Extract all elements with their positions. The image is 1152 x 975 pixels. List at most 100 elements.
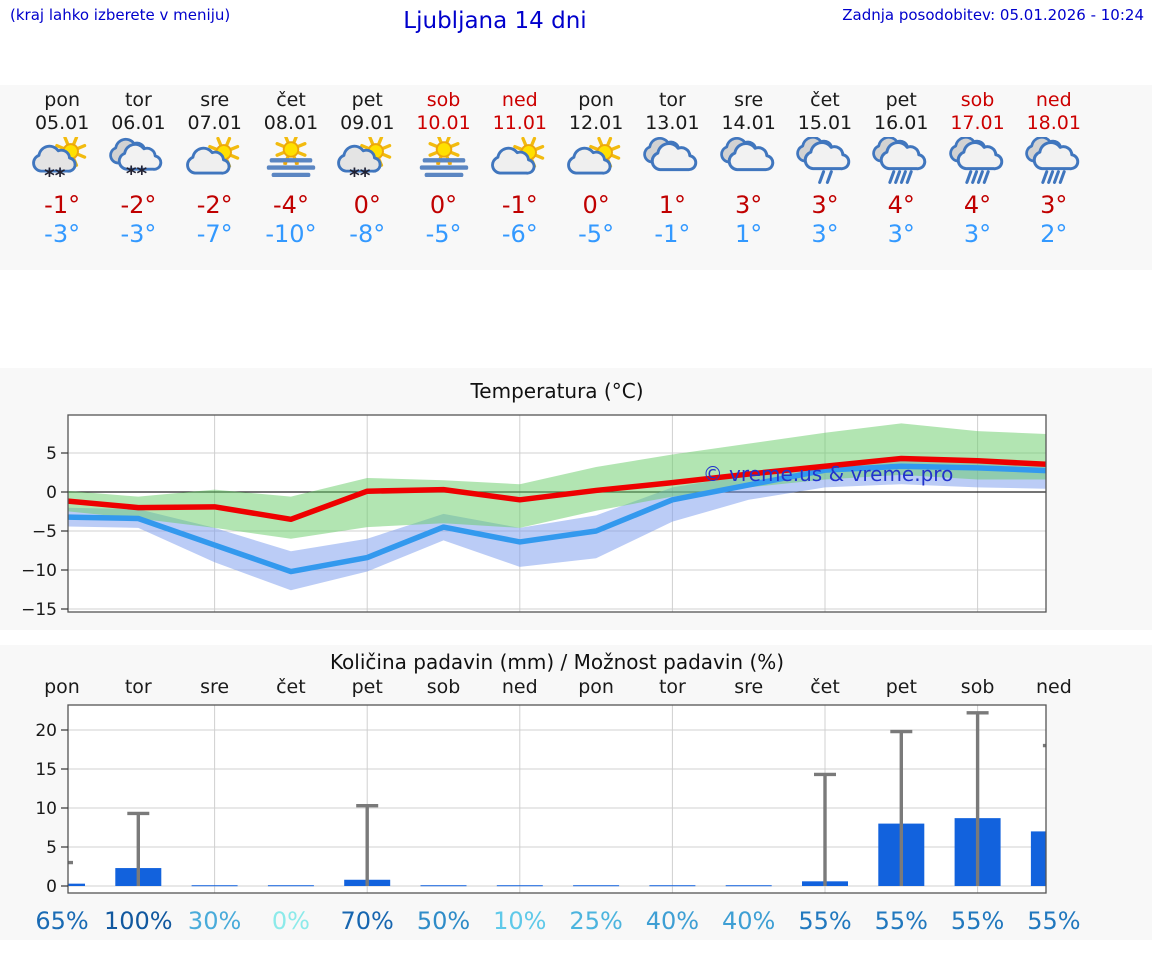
- day-date: 06.01: [111, 112, 166, 134]
- y-tick-label: 0: [46, 483, 57, 503]
- precip-percent-label: 25%: [569, 907, 622, 935]
- day-date: 15.01: [797, 112, 853, 134]
- precip-percent-label: 30%: [188, 907, 241, 935]
- day-date: 11.01: [492, 112, 548, 134]
- day-date: 05.01: [34, 112, 90, 134]
- temp-high: 4°: [963, 191, 992, 219]
- temp-low: -10°: [265, 220, 317, 248]
- precip-percent-label: 100%: [104, 907, 173, 935]
- sun-cloud-icon: [184, 136, 246, 189]
- temp-low: 3°: [811, 220, 839, 248]
- y-tick-label: −10: [21, 561, 57, 581]
- precip-percent-label: 40%: [646, 907, 699, 935]
- chart-title: Količina padavin (mm) / Možnost padavin …: [330, 650, 784, 674]
- precip-percent-label: 10%: [493, 907, 546, 935]
- day-label: tor: [125, 676, 152, 698]
- day-column: sob 17.01 4° 3°: [939, 85, 1015, 270]
- temp-low: -8°: [349, 220, 386, 248]
- temp-low: 2°: [1040, 220, 1068, 248]
- day-name: pon: [578, 89, 614, 111]
- sun-cloud-snow-icon: * *: [31, 135, 93, 189]
- precip-bar: [420, 885, 467, 887]
- temp-low: 1°: [735, 220, 763, 248]
- temp-high: -4°: [273, 191, 309, 219]
- day-date: 07.01: [187, 112, 242, 134]
- sun-cloud-snow-icon: * *: [336, 135, 398, 189]
- temp-low: -6°: [501, 220, 538, 248]
- temp-high: 4°: [887, 191, 915, 219]
- location-menu-hint: (kraj lahko izberete v meniju): [10, 6, 231, 24]
- precip-bar: [573, 885, 620, 887]
- precip-percent-label: 40%: [722, 907, 775, 935]
- temp-high: 0°: [429, 191, 458, 219]
- temp-low: -5°: [578, 220, 615, 248]
- day-column: ned 11.01 -1° -6°: [482, 85, 558, 270]
- day-name: sre: [734, 89, 764, 111]
- forecast-strip: pon 05.01 * * -1° -3° tor 06.01 * * -2° -3° sre 07.01…: [0, 85, 1152, 270]
- min-temperature-line: [68, 463, 1046, 575]
- temperature-chart: 5 0 −5 −10 −15 Temperatura (°C) © vreme.us & v…: [0, 368, 1152, 630]
- temp-low: -5°: [425, 220, 462, 248]
- precip-percent-label: 50%: [417, 907, 470, 935]
- day-label: ned: [1036, 676, 1072, 698]
- precipitation-chart: Količina padavin (mm) / Možnost padavin …: [0, 645, 1152, 940]
- min-range-band: [68, 457, 1046, 591]
- max-temperature-line: [68, 455, 1046, 523]
- temp-low: -3°: [120, 220, 157, 248]
- temp-high: -2°: [120, 191, 157, 219]
- precip-bar: [267, 885, 314, 887]
- temp-low: 3°: [963, 220, 992, 248]
- temp-high: -1°: [44, 191, 81, 219]
- y-tick-label: −5: [32, 522, 57, 542]
- day-column: ned 18.01 3° 2°: [1016, 85, 1092, 270]
- day-date: 18.01: [1026, 112, 1081, 134]
- day-column: sre 07.01 -2° -7°: [177, 85, 253, 270]
- temperature-chart-svg: 5 0 −5 −10 −15 Temperatura (°C) © vreme.us & v…: [21, 379, 1047, 620]
- day-name: tor: [658, 89, 686, 111]
- precip-percent-label: 65%: [35, 907, 88, 935]
- day-column: pon 05.01 * * -1° -3°: [24, 85, 100, 270]
- day-name: pet: [885, 89, 917, 111]
- plot-border: [67, 414, 1047, 613]
- day-label: sob: [427, 676, 461, 698]
- cloud-icon: [641, 136, 703, 189]
- y-tick-label: 0: [46, 877, 57, 897]
- day-name: sob: [426, 89, 461, 111]
- precip-percent-label: 55%: [951, 907, 1004, 935]
- temp-high: 0°: [353, 191, 381, 219]
- precipitation-chart-svg: Količina padavin (mm) / Možnost padavin …: [35, 650, 1080, 935]
- y-tick-label: 20: [35, 721, 57, 741]
- day-column: tor 13.01 1° -1°: [634, 85, 710, 270]
- day-label: pet: [352, 676, 383, 698]
- day-date: 10.01: [416, 112, 471, 134]
- day-label: čet: [810, 676, 840, 698]
- day-label: čet: [276, 676, 306, 698]
- temp-low: -7°: [196, 220, 233, 248]
- svg-text:*: *: [55, 163, 66, 187]
- day-label: ned: [502, 676, 538, 698]
- day-name: ned: [1035, 89, 1072, 111]
- day-label: sre: [734, 676, 763, 698]
- precip-percent-label: 55%: [798, 907, 851, 935]
- temp-high: 3°: [735, 191, 763, 219]
- temp-high: 0°: [582, 191, 610, 219]
- cloud-rain-icon: [870, 135, 932, 189]
- cloud-snow-icon: * *: [107, 137, 169, 189]
- precip-bar: [725, 885, 772, 887]
- day-name: čet: [810, 89, 840, 111]
- day-label: sob: [961, 676, 995, 698]
- temp-high: 1°: [658, 191, 687, 219]
- sun-cloud-icon: [489, 136, 551, 189]
- svg-text:*: *: [137, 161, 148, 185]
- temp-high: 3°: [1040, 191, 1068, 219]
- day-date: 09.01: [340, 112, 395, 134]
- day-column: pet 16.01 4° 3°: [863, 85, 939, 270]
- day-name: tor: [124, 89, 152, 111]
- day-label: sre: [200, 676, 229, 698]
- day-label: tor: [659, 676, 686, 698]
- day-column: tor 06.01 * * -2° -3°: [100, 85, 176, 270]
- day-column: čet 08.01 -4° -10°: [253, 85, 329, 270]
- day-name: ned: [501, 89, 538, 111]
- temp-high: 3°: [811, 191, 839, 219]
- svg-text:*: *: [126, 161, 137, 185]
